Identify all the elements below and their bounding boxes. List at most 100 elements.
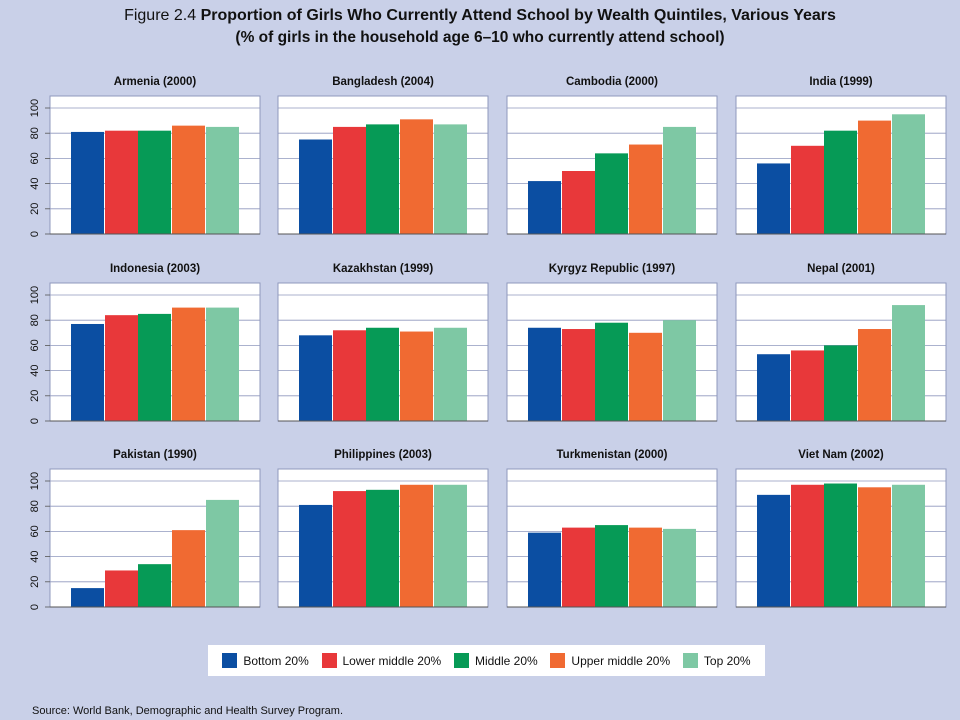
bar	[757, 354, 790, 421]
bar	[595, 322, 628, 421]
legend-label: Bottom 20%	[243, 653, 309, 668]
bar	[663, 126, 696, 234]
bar	[757, 163, 790, 234]
chart-panel: Nepal (2001)	[735, 263, 947, 422]
legend-swatch	[453, 653, 469, 668]
y-tick-label: 40	[29, 364, 41, 376]
bar	[172, 125, 205, 234]
bar	[206, 499, 239, 607]
bar	[562, 329, 595, 421]
legend-swatch	[682, 653, 698, 668]
panel-title: Indonesia (2003)	[110, 263, 200, 275]
panel-title: Kazakhstan (1999)	[333, 263, 434, 275]
bar	[105, 130, 138, 234]
panel-title: Cambodia (2000)	[566, 76, 658, 88]
chart-panel: Kyrgyz Republic (1997)	[506, 263, 718, 422]
bar	[138, 313, 171, 421]
bar	[595, 153, 628, 234]
bar	[595, 525, 628, 607]
bar	[138, 564, 171, 607]
y-tick-label: 40	[29, 550, 41, 562]
bar	[366, 489, 399, 607]
legend-item: Upper middle 20%	[550, 653, 670, 668]
source-note: Source: World Bank, Demographic and Heal…	[32, 705, 343, 717]
chart-panel: Cambodia (2000)	[506, 76, 718, 235]
bar	[172, 307, 205, 421]
bar	[71, 131, 104, 234]
legend-swatch	[321, 653, 337, 668]
bar	[366, 327, 399, 421]
bar	[333, 126, 366, 234]
bar	[858, 329, 891, 421]
bar	[663, 528, 696, 607]
bar	[528, 181, 561, 234]
figure-title: Figure 2.4 Proportion of Girls Who Curre…	[0, 6, 960, 26]
y-tick-label: 60	[29, 339, 41, 351]
legend-label: Top 20%	[703, 653, 751, 668]
bar	[206, 126, 239, 234]
bar	[858, 487, 891, 607]
y-tick-label: 80	[29, 500, 41, 512]
y-tick-label: 100	[29, 472, 41, 490]
y-tick-label: 0	[29, 231, 41, 237]
panel-title: Turkmenistan (2000)	[557, 449, 668, 461]
y-tick-label: 20	[29, 390, 41, 402]
y-tick-label: 40	[29, 177, 41, 189]
bar	[629, 144, 662, 234]
panel-title: India (1999)	[809, 76, 872, 88]
bar	[434, 124, 467, 234]
bar	[434, 327, 467, 421]
panel-title: Viet Nam (2002)	[798, 449, 884, 461]
y-tick-label: 60	[29, 152, 41, 164]
legend-item: Lower middle 20%	[321, 653, 442, 668]
y-tick-label: 20	[29, 203, 41, 215]
panel-title: Kyrgyz Republic (1997)	[549, 263, 676, 275]
figure-label: Figure 2.4	[124, 7, 197, 24]
bar	[299, 139, 332, 234]
bar	[791, 484, 824, 607]
legend-swatch	[222, 653, 238, 668]
bar	[366, 124, 399, 234]
chart-grid: Armenia (2000) 0 20 40 60 80 100 Bangladesh (20…	[29, 76, 947, 610]
legend-label: Middle 20%	[474, 653, 538, 668]
legend: Bottom 20% Lower middle 20% Middle 20% Uppe…	[208, 645, 765, 676]
bar	[562, 527, 595, 607]
bar	[892, 305, 925, 421]
bar	[528, 327, 561, 421]
bar	[138, 130, 171, 234]
panel-title: Philippines (2003)	[334, 449, 432, 461]
chart-panel: Armenia (2000) 0 20 40 60 80 100	[29, 76, 261, 237]
chart-panel: Philippines (2003)	[277, 449, 489, 608]
bar	[663, 320, 696, 421]
bar	[333, 491, 366, 607]
panel-title: Nepal (2001)	[807, 263, 875, 275]
legend-label: Lower middle 20%	[342, 653, 442, 668]
chart-panel: Indonesia (2003) 0 20 40 60 80 100	[29, 263, 261, 424]
bar	[791, 145, 824, 234]
bar	[824, 130, 857, 234]
bar	[528, 532, 561, 607]
bar	[791, 350, 824, 421]
bar	[892, 114, 925, 234]
figure-subtitle: (% of girls in the household age 6–10 wh…	[235, 29, 725, 46]
y-tick-label: 100	[29, 99, 41, 117]
bar	[629, 527, 662, 607]
bar	[105, 570, 138, 607]
chart-panel: India (1999)	[735, 76, 947, 235]
legend-label: Upper middle 20%	[571, 653, 671, 668]
bar	[824, 345, 857, 421]
panel-title: Bangladesh (2004)	[332, 76, 434, 88]
legend-item: Top 20%	[682, 653, 751, 668]
bar	[892, 484, 925, 607]
bar	[333, 330, 366, 421]
bar	[299, 335, 332, 421]
chart-panel: Bangladesh (2004)	[277, 76, 489, 235]
panel-title: Armenia (2000)	[114, 76, 197, 88]
figure-main-title: Proportion of Girls Who Currently Attend…	[200, 7, 836, 24]
y-tick-label: 0	[29, 604, 41, 610]
y-tick-label: 60	[29, 525, 41, 537]
panel-title: Pakistan (1990)	[113, 449, 197, 461]
legend-swatch	[550, 653, 566, 668]
legend-item: Middle 20%	[453, 653, 538, 668]
bar	[105, 315, 138, 421]
